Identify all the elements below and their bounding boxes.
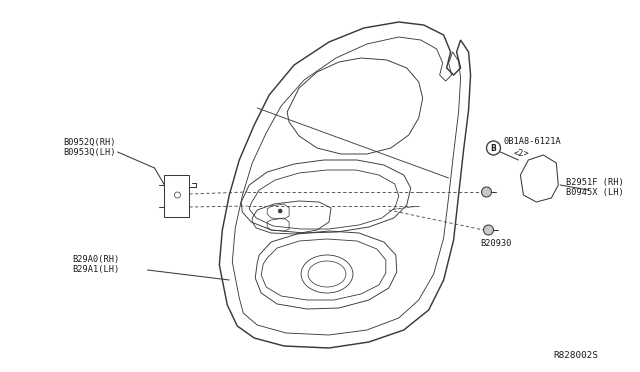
Text: B0945X (LH): B0945X (LH) [566,188,624,197]
Text: B0953Q(LH): B0953Q(LH) [63,148,115,157]
Text: B2951F (RH): B2951F (RH) [566,178,624,187]
Bar [164,175,189,217]
Text: B20930: B20930 [481,239,512,248]
Circle shape [278,209,282,213]
Text: B29A1(LH): B29A1(LH) [72,265,119,274]
Text: 0B1A8-6121A: 0B1A8-6121A [504,137,561,146]
Text: <2>: <2> [513,149,529,158]
Text: B0952Q(RH): B0952Q(RH) [63,138,115,147]
Text: B29A0(RH): B29A0(RH) [72,255,119,264]
Text: R828002S: R828002S [554,351,598,360]
Circle shape [481,187,492,197]
Circle shape [484,225,493,235]
Text: B: B [491,144,497,153]
